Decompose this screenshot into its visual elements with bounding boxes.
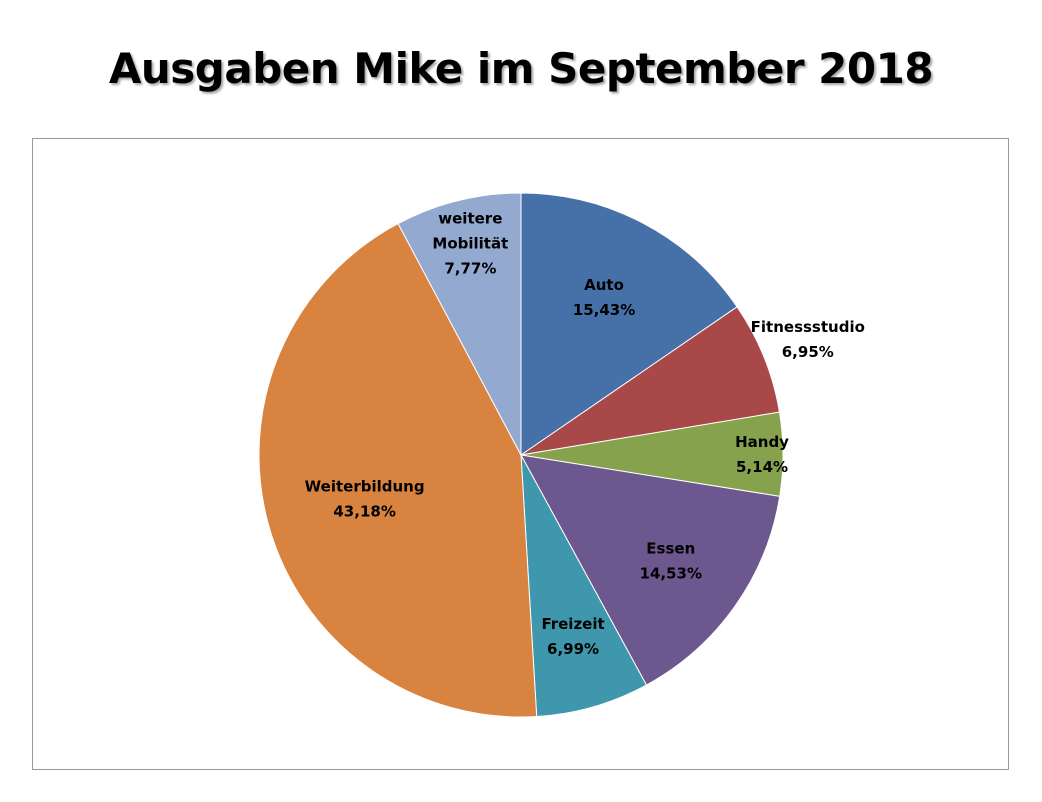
chart-area: Auto 15,43% Fitnessstudio 6,95% Handy 5,14% Es…	[32, 138, 1009, 770]
pie-slice-weiterbildung	[258, 222, 538, 718]
slice-label-auto: Auto 15,43%	[573, 276, 635, 319]
pie-slice-essen	[520, 454, 781, 686]
slice-label-fitnessstudio: Fitnessstudio 6,95%	[751, 318, 865, 361]
slice-label-handy: Handy 5,14%	[735, 433, 789, 476]
slice-label-freizeit: Freizeit 6,99%	[541, 615, 604, 658]
pie-slice-fitnessstudio	[520, 306, 781, 456]
pie-slices	[258, 192, 784, 718]
pie-slice-auto	[520, 192, 738, 456]
slice-label-weiterbildung: Weiterbildung 43,18%	[305, 477, 425, 520]
slice-label-weitere-mobilit-t: weitere Mobilität 7,77%	[432, 210, 508, 278]
pie-slice-weitere-mobilit-t	[397, 192, 522, 456]
slice-label-essen: Essen 14,53%	[640, 539, 702, 582]
pie-slice-freizeit	[520, 454, 648, 718]
chart-title: Ausgaben Mike im September 2018	[108, 44, 934, 93]
slice-labels: Auto 15,43% Fitnessstudio 6,95% Handy 5,14% Es…	[305, 210, 865, 658]
pie-chart: Auto 15,43% Fitnessstudio 6,95% Handy 5,14% Es…	[258, 192, 865, 718]
